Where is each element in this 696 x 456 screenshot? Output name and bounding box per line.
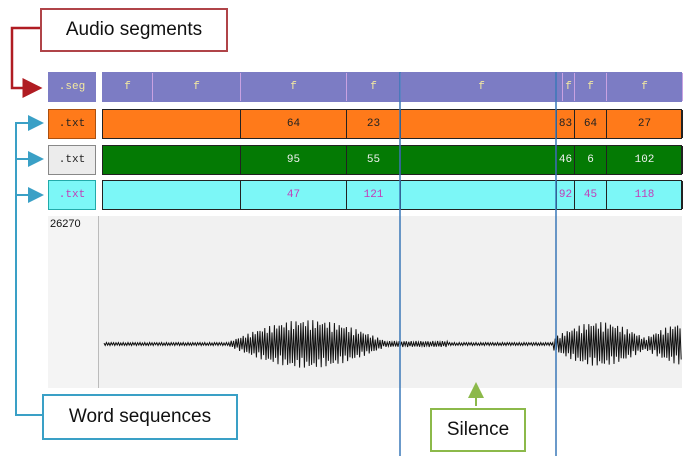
audio-segments-label: Audio segments — [65, 19, 203, 40]
word-sequences-arrow-1 — [15, 115, 44, 416]
word-sequences-label: Word sequences — [68, 406, 212, 427]
txt2-cell[interactable]: 6 — [575, 146, 607, 174]
waveform-signal — [103, 320, 682, 368]
waveform — [103, 320, 682, 368]
txt3-cell[interactable]: 45 — [575, 181, 607, 209]
silence-label: Silence — [446, 419, 510, 440]
txt2-cell[interactable]: 46 — [557, 146, 575, 174]
txt3-cell[interactable]: 118 — [607, 181, 683, 209]
txt-track-label-1[interactable]: .txt — [48, 109, 96, 139]
txt3-cell[interactable] — [103, 181, 241, 209]
audio-segments-arrow — [10, 26, 43, 98]
silence-callout: Silence — [430, 408, 526, 452]
txt-track-2[interactable]: 95 55 46 6 102 — [102, 145, 683, 175]
seg-cell[interactable]: f — [401, 73, 563, 101]
audio-segments-callout: Audio segments — [40, 8, 228, 52]
txt1-cell[interactable] — [103, 110, 241, 138]
txt1-cell[interactable]: 27 — [607, 110, 683, 138]
txt2-cell[interactable]: 102 — [607, 146, 683, 174]
seg-cell[interactable]: f — [241, 73, 347, 101]
waveform-panel[interactable]: 26270 — [48, 216, 682, 388]
txt3-cell[interactable]: 47 — [241, 181, 347, 209]
seg-cell[interactable]: f — [103, 73, 153, 101]
seg-track-label[interactable]: .seg — [48, 72, 96, 102]
txt2-cell[interactable]: 95 — [241, 146, 347, 174]
txt-track-label-2[interactable]: .txt — [48, 145, 96, 175]
txt-track-3[interactable]: 47 121 92 45 118 — [102, 180, 683, 210]
txt1-cell[interactable]: 83 — [557, 110, 575, 138]
txt3-cell[interactable]: 92 — [557, 181, 575, 209]
txt1-cell[interactable]: 64 — [241, 110, 347, 138]
waveform-axis-column: 26270 — [48, 216, 99, 388]
seg-cell[interactable]: f — [607, 73, 683, 101]
txt1-cell[interactable]: 64 — [575, 110, 607, 138]
seg-cell[interactable]: f — [563, 73, 575, 101]
seg-cell[interactable]: f — [153, 73, 241, 101]
amplitude-label: 26270 — [50, 218, 81, 230]
word-sequences-callout: Word sequences — [42, 394, 238, 440]
txt-track-label-3[interactable]: .txt — [48, 180, 96, 210]
seg-cell[interactable]: f — [575, 73, 607, 101]
txt-track-1[interactable]: 64 23 83 64 27 — [102, 109, 683, 139]
txt2-cell[interactable] — [103, 146, 241, 174]
